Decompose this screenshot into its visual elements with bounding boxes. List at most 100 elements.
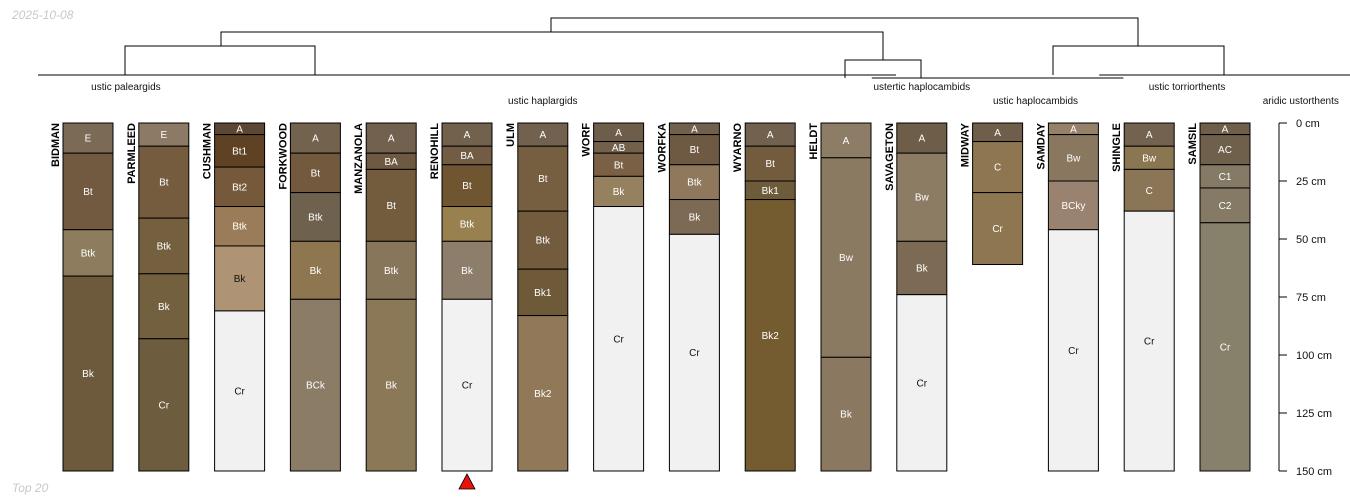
- horizon-block: [138, 217, 190, 275]
- horizon: A: [289, 122, 341, 154]
- horizon: Btk: [517, 210, 569, 270]
- horizon-block: [441, 164, 493, 208]
- horizon-label: Bk: [840, 410, 853, 421]
- profile-forkwood: A Bt Btk Bk BCk FORKWOOD: [277, 122, 341, 472]
- horizon-block: [1123, 210, 1175, 472]
- horizon-label: A: [236, 124, 243, 135]
- horizon-label: C2: [1219, 201, 1232, 212]
- horizon: Bt: [289, 152, 341, 194]
- horizon-label: Cr: [1220, 342, 1231, 353]
- horizon-label: A: [615, 128, 622, 139]
- horizon: Btk: [668, 164, 720, 201]
- horizon-label: Bk: [310, 266, 323, 277]
- horizon-label: Bk: [689, 212, 702, 223]
- group: ustic paleargids: [38, 74, 214, 93]
- horizon: A: [972, 122, 1024, 143]
- horizon-block: [214, 245, 266, 312]
- horizon-block: [1123, 168, 1175, 212]
- horizon-label: Cr: [1144, 337, 1155, 348]
- horizon-label: BCk: [306, 381, 326, 392]
- horizon-block: [668, 164, 720, 201]
- horizon: Btk: [138, 217, 190, 275]
- horizon: E: [138, 122, 190, 147]
- horizon-label: Bt2: [232, 182, 247, 193]
- profile-midway: A C Cr MIDWAY: [960, 122, 1024, 266]
- profile-samsil: A AC C1 C2 Cr SAMSIL: [1187, 122, 1251, 472]
- group: aridic ustorthents: [1250, 74, 1350, 107]
- horizon-label: Bt: [462, 181, 472, 192]
- horizon-label: Btk: [81, 248, 96, 259]
- horizon: Bw: [820, 157, 872, 358]
- profile-bidman: E Bt Btk Bk BIDMAN: [50, 122, 114, 472]
- horizon: Bk: [289, 240, 341, 300]
- horizon-label: Bk1: [762, 186, 780, 197]
- horizon: Bk1: [744, 180, 796, 201]
- horizon: A: [744, 122, 796, 147]
- horizon-block: [1199, 222, 1251, 472]
- date-label: 2025-10-08: [12, 8, 74, 22]
- group-label: ustic haplargids: [508, 96, 577, 107]
- profile-name: SAMSIL: [1187, 123, 1199, 165]
- horizon: Btk: [365, 240, 417, 300]
- profile-name: SAVAGETON: [884, 123, 896, 191]
- horizon-label: Btk: [536, 236, 551, 247]
- horizon-label: Cr: [917, 378, 928, 389]
- profile-name: MANZANOLA: [353, 123, 365, 194]
- horizon: A: [517, 122, 569, 147]
- horizon-block: [214, 166, 266, 208]
- horizon: Bt1: [214, 134, 266, 168]
- horizon-block: [517, 145, 569, 212]
- horizon: Bt2: [214, 166, 266, 208]
- horizon: Bk: [62, 275, 114, 472]
- horizon: Cr: [1047, 229, 1099, 472]
- horizon-block: [441, 240, 493, 300]
- profile-worf: A AB Bt Bk Cr WORF: [581, 122, 645, 472]
- horizon: Bt: [593, 152, 645, 177]
- horizon-label: Btk: [232, 222, 247, 233]
- horizon-label: Bt: [311, 168, 321, 179]
- horizon: Btk: [62, 229, 114, 277]
- profile-savageton: A Bw Bk Cr SAVAGETON: [884, 122, 948, 472]
- horizon: Btk: [214, 206, 266, 247]
- horizon-block: [1047, 229, 1099, 472]
- horizon-label: Bk: [461, 266, 474, 277]
- selection-marker: [458, 473, 476, 490]
- horizon: Cr: [138, 338, 190, 472]
- horizon-label: C: [994, 163, 1001, 174]
- horizon-label: Bt: [765, 159, 775, 170]
- profile-ulm: A Bt Btk Bk1 Bk2 ULM: [505, 122, 569, 472]
- horizon: Cr: [896, 294, 948, 472]
- profile-worfka: A Bt Btk Bk Cr WORFKA: [656, 122, 720, 472]
- depth-tick-label: 50 cm: [1296, 234, 1326, 246]
- horizon: Bk: [365, 298, 417, 472]
- horizon: Bk: [214, 245, 266, 312]
- horizon-label: Cr: [462, 381, 473, 392]
- horizon-block: [441, 298, 493, 472]
- profile-name: PARMLEED: [126, 123, 138, 184]
- horizon-label: Cr: [159, 400, 170, 411]
- horizon-block: [896, 294, 948, 472]
- horizon: Bk: [441, 240, 493, 300]
- horizon-label: Bt1: [232, 146, 247, 157]
- horizon-label: Cr: [1068, 346, 1079, 357]
- horizon-block: [138, 338, 190, 472]
- horizon-label: Btk: [687, 178, 702, 189]
- horizon: Cr: [972, 192, 1024, 266]
- horizon: C: [972, 141, 1024, 194]
- horizon: Bk2: [517, 315, 569, 472]
- horizon: A: [365, 122, 417, 154]
- horizon-label: Bw: [915, 193, 930, 204]
- horizon-label: Bt: [386, 201, 396, 212]
- profile-name: HELDT: [808, 123, 820, 160]
- horizon-label: Cr: [992, 224, 1003, 235]
- horizon-block: [365, 298, 417, 472]
- horizon: Cr: [668, 233, 720, 472]
- horizon-block: [668, 233, 720, 472]
- group-label: ustic paleargids: [91, 82, 160, 93]
- horizon: Bk: [593, 175, 645, 208]
- horizon: Bt: [668, 134, 720, 166]
- horizon-block: [820, 356, 872, 472]
- horizon-label: BA: [385, 157, 399, 168]
- horizon: Bk: [138, 273, 190, 340]
- horizon: Cr: [593, 206, 645, 472]
